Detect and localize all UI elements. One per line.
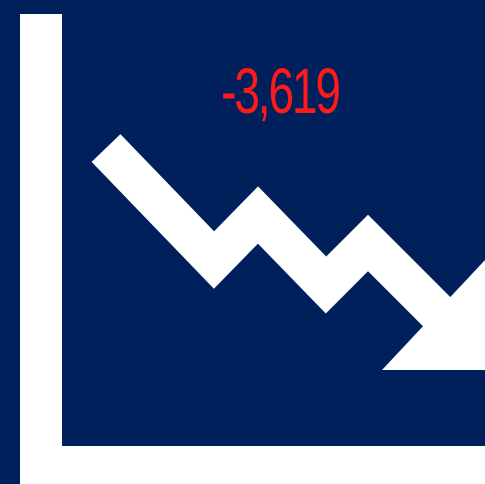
horizontal-axis bbox=[20, 446, 485, 484]
decline-value: -3,619 bbox=[221, 55, 341, 127]
arrow-head bbox=[382, 260, 485, 370]
arrow-shaft bbox=[91, 134, 460, 335]
vertical-axis bbox=[20, 14, 62, 484]
